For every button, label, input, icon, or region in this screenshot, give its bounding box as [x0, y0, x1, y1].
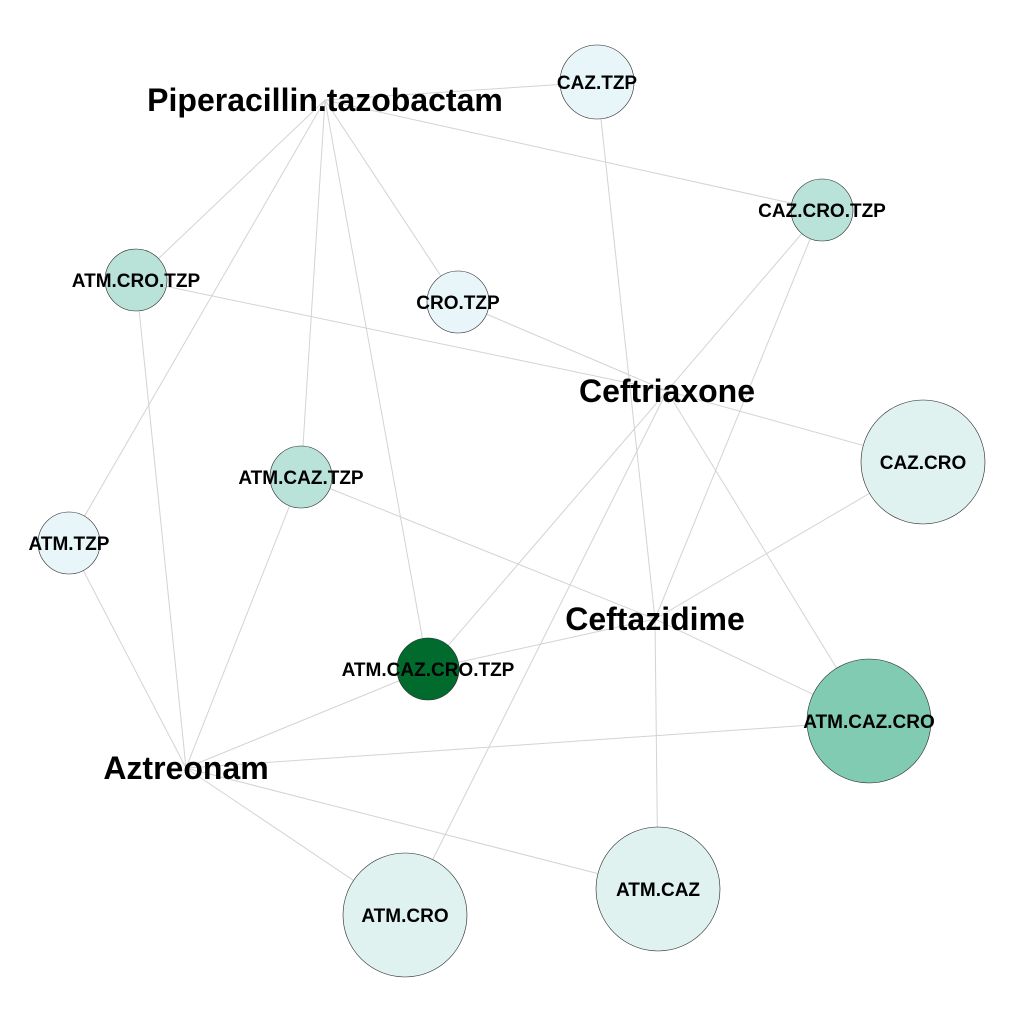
edge-atm_caz_cro_tzp-tzp [324, 99, 429, 670]
drug-label-tzp: Piperacillin.tazobactam [147, 82, 503, 118]
combo-node-atm-caz [595, 826, 721, 952]
edge-atm_caz_cro_tzp-cro [427, 390, 668, 670]
edge-caz_cro_tzp-cro [666, 209, 823, 392]
edge-atm_cro_tzp-cro [135, 279, 668, 392]
combo-label-atm-cro: ATM.CRO [361, 906, 448, 927]
drug-label-cro: Ceftriaxone [579, 373, 755, 409]
edge-atm_tzp-atm [68, 542, 187, 769]
edge-atm_cro_tzp-tzp [135, 99, 326, 281]
combo-label-atm-cro-tzp: ATM.CRO.TZP [72, 271, 201, 292]
edge-atm_caz_cro_tzp-atm [185, 668, 429, 769]
edge-atm_caz_cro_tzp-caz [427, 618, 656, 670]
combo-label-atm-caz-cro: ATM.CAZ.CRO [803, 712, 935, 733]
edge-layer [68, 81, 924, 916]
edge-atm_caz_cro-cro [666, 390, 870, 722]
combo-node-caz-tzp [559, 44, 635, 120]
combo-label-caz-tzp: CAZ.TZP [557, 73, 638, 94]
combo-node-cro-tzp [426, 270, 490, 334]
label-layer: CAZ.TZP CAZ.CRO.TZP ATM.CRO.TZP CRO.TZP ATM.… [29, 73, 967, 927]
edge-atm_caz_tzp-caz [300, 476, 656, 620]
combo-node-caz-cro [860, 399, 986, 525]
combo-node-atm-cro-tzp [104, 248, 168, 312]
combo-label-cro-tzp: CRO.TZP [416, 293, 500, 314]
combo-node-atm-tzp [37, 511, 101, 575]
edge-atm_caz-atm [185, 767, 659, 890]
drug-label-atm: Aztreonam [103, 750, 268, 786]
edge-caz_tzp-caz [596, 81, 656, 620]
edge-atm_cro-cro [404, 390, 668, 916]
combo-label-atm-tzp: ATM.TZP [29, 534, 110, 555]
node-layer [37, 44, 986, 978]
combo-node-atm-cro [342, 852, 468, 978]
edge-caz_tzp-tzp [324, 81, 598, 101]
edge-cro_tzp-tzp [324, 99, 459, 303]
edge-atm_cro_tzp-atm [135, 279, 187, 769]
combo-node-atm-caz-cro [806, 658, 932, 784]
combo-label-atm-caz-tzp: ATM.CAZ.TZP [238, 468, 364, 489]
edge-caz_cro_tzp-tzp [324, 99, 823, 211]
drug-label-caz: Ceftazidime [565, 601, 745, 637]
combo-label-caz-cro-tzp: CAZ.CRO.TZP [758, 201, 886, 222]
edge-atm_tzp-tzp [68, 99, 326, 544]
combo-node-atm-caz-cro-tzp [396, 637, 460, 701]
combo-label-atm-caz: ATM.CAZ [616, 880, 700, 901]
combo-node-caz-cro-tzp [790, 178, 854, 242]
edge-atm_caz_tzp-atm [185, 476, 302, 769]
edge-atm_caz_tzp-tzp [300, 99, 326, 478]
edge-cro_tzp-cro [457, 301, 668, 392]
combo-node-atm-caz-tzp [269, 445, 333, 509]
edge-atm_caz_cro-atm [185, 720, 870, 769]
combo-label-caz-cro: CAZ.CRO [880, 453, 967, 474]
edge-caz_cro_tzp-caz [654, 209, 823, 620]
combo-label-atm-caz-cro-tzp: ATM.CAZ.CRO.TZP [342, 660, 515, 681]
